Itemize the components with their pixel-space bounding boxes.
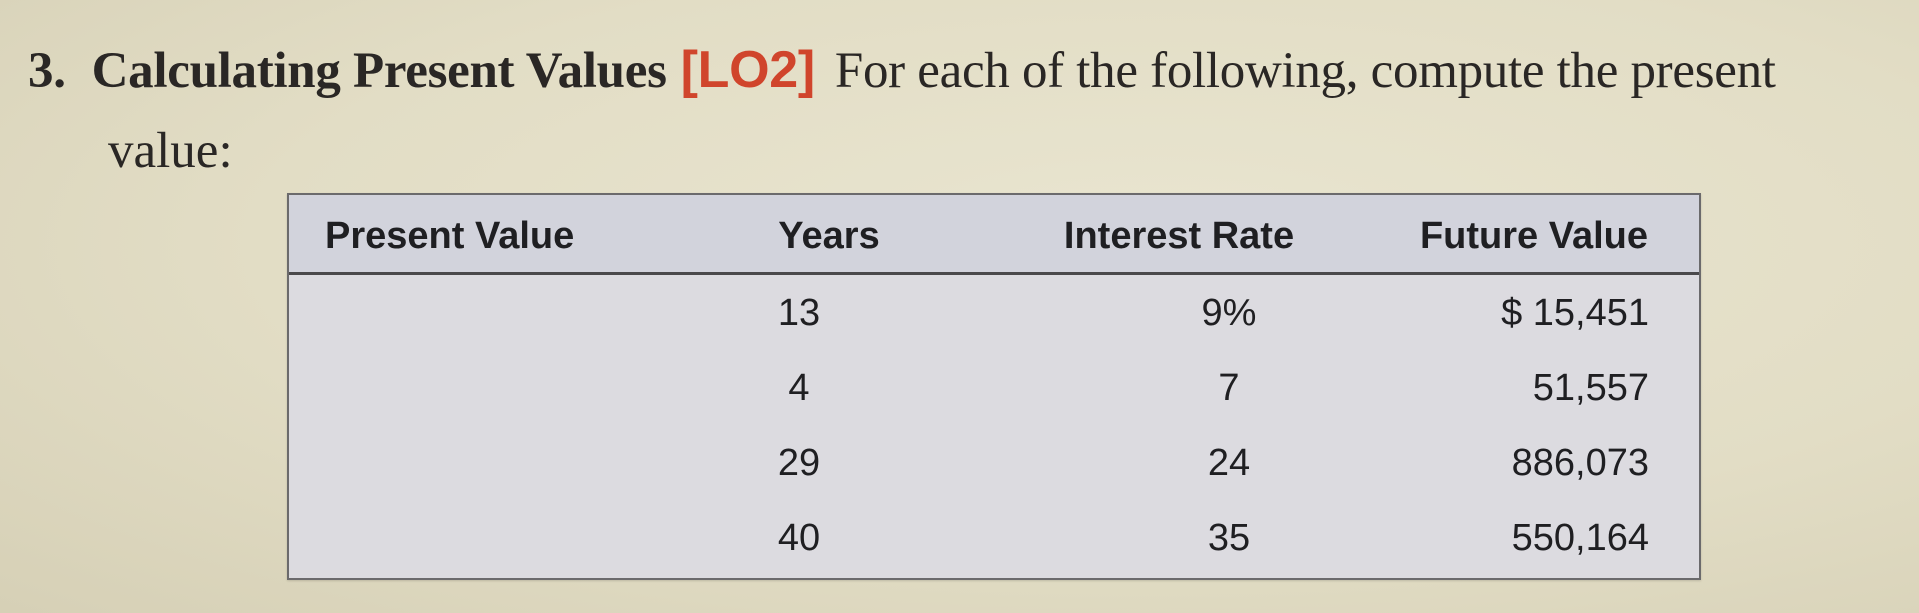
learning-objective-tag: [LO2] (680, 41, 816, 99)
problem-instructions-continued: value: (108, 123, 233, 179)
future-value-cell: $ 15,451 (1501, 292, 1649, 334)
problem-instructions: For each of the following, compute the p… (834, 43, 1776, 99)
interest-rate-cell: 35 (1207, 517, 1251, 559)
future-value-cell: 51,557 (1532, 367, 1649, 409)
future-value-cell: 550,164 (1511, 517, 1649, 559)
header-present-value: Present Value (325, 215, 575, 257)
header-interest-rate: Interest Rate (1063, 215, 1295, 257)
years-cell: 13 (777, 292, 821, 334)
interest-rate-cell: 24 (1207, 442, 1251, 484)
table-header: Present Value Years Interest Rate Future… (289, 195, 1699, 275)
years-cell: 40 (777, 517, 821, 559)
interest-rate-cell: 9% (1201, 292, 1257, 334)
header-future-value: Future Value (1419, 215, 1649, 257)
years-cell: 29 (777, 442, 821, 484)
problem-heading: 3. Calculating Present Values [LO2] For eac… (28, 40, 1776, 100)
future-value-cell: 886,073 (1511, 442, 1649, 484)
interest-rate-cell: 7 (1218, 367, 1240, 409)
header-years: Years (778, 215, 880, 257)
problem-title: Calculating Present Values (91, 43, 667, 99)
problem-number: 3. (28, 43, 66, 99)
present-value-table: Present Value Years Interest Rate Future… (287, 193, 1701, 580)
years-cell: 4 (788, 367, 810, 409)
